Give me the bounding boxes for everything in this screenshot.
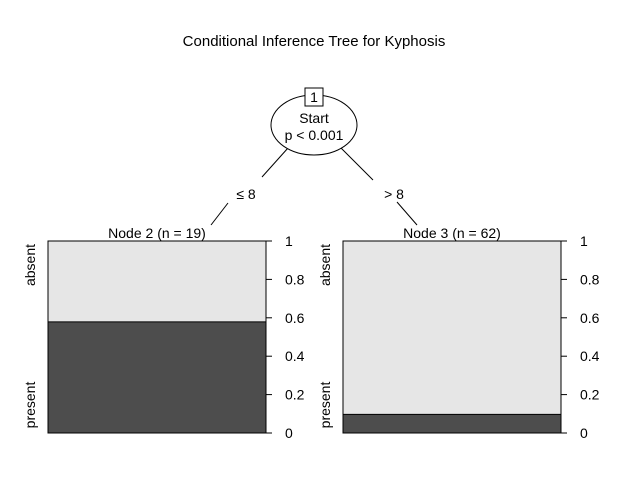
axis-tick-label: 0.2 <box>285 387 305 403</box>
terminal-node-header: Node 2 (n = 19) <box>108 225 206 241</box>
axis-tick-label: 0.8 <box>580 271 600 287</box>
root-node-id-box <box>304 87 324 107</box>
class-label-present: present <box>22 382 38 429</box>
axis-tick-label: 0.2 <box>580 387 600 403</box>
axis-tick-label: 0.8 <box>285 271 305 287</box>
root-node-pvalue: p < 0.001 <box>285 127 344 143</box>
edge-label-left: ≤ 8 <box>236 186 256 202</box>
axis-tick-label: 0 <box>285 425 293 441</box>
terminal-node-header: Node 3 (n = 62) <box>403 225 501 241</box>
class-label-absent: absent <box>317 244 333 286</box>
bar-absent <box>343 241 561 415</box>
axis-tick-label: 0 <box>580 425 588 441</box>
root-node-id: 1 <box>310 89 318 105</box>
edge-label-right: > 8 <box>384 186 404 202</box>
chart-title: Conditional Inference Tree for Kyphosis <box>183 33 446 50</box>
class-label-absent: absent <box>22 244 38 286</box>
edge-left-lower <box>210 202 229 226</box>
terminal-node-2: Node 2 (n = 19) absent present 0 0.2 0.4 0.6 0.… <box>22 225 305 441</box>
bar-present <box>48 321 266 433</box>
class-label-present: present <box>317 382 333 429</box>
edge-left-upper <box>261 147 289 178</box>
root-node-variable: Start <box>299 110 329 126</box>
bar-absent <box>48 241 266 322</box>
edge-right-lower <box>396 201 418 226</box>
axis-tick-label: 1 <box>285 233 293 249</box>
axis-tick-label: 0.4 <box>285 348 305 364</box>
terminal-node-3: Node 3 (n = 62) absent present 0 0.2 0.4 0.6 0.… <box>317 225 600 441</box>
edge-right-upper <box>340 147 374 181</box>
axis-tick-label: 0.6 <box>285 310 305 326</box>
axis-tick-label: 0.6 <box>580 310 600 326</box>
bar-present <box>343 414 561 433</box>
axis-tick-label: 1 <box>580 233 588 249</box>
axis-tick-label: 0.4 <box>580 348 600 364</box>
